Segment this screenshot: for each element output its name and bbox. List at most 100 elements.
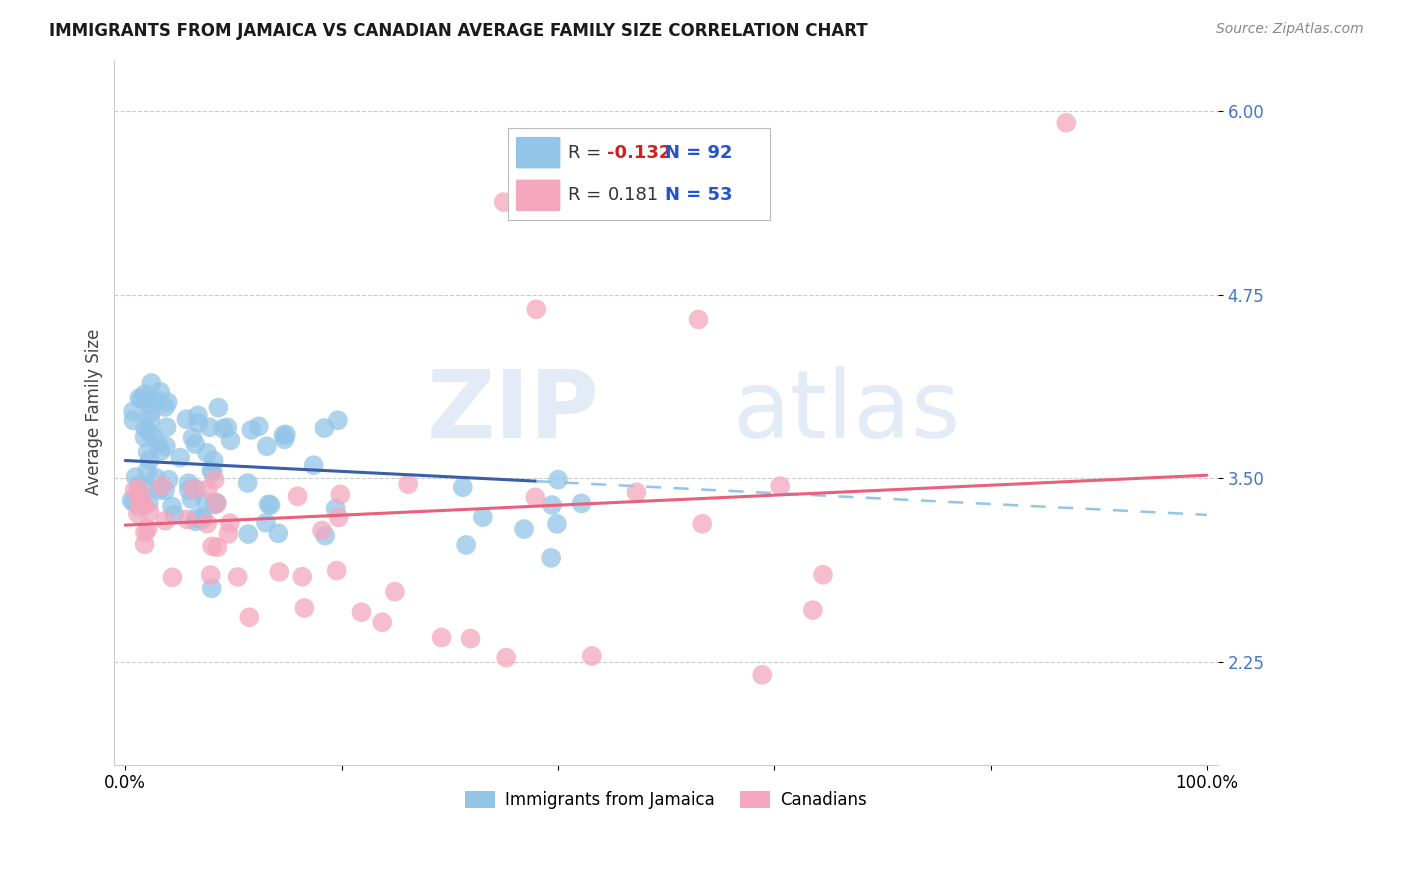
Point — [186, 482, 208, 496]
Text: 0.181: 0.181 — [607, 186, 658, 204]
Text: Source: ZipAtlas.com: Source: ZipAtlas.com — [1216, 22, 1364, 37]
Point — [155, 514, 177, 528]
Point — [202, 453, 225, 467]
Text: IMMIGRANTS FROM JAMAICA VS CANADIAN AVERAGE FAMILY SIZE CORRELATION CHART: IMMIGRANTS FROM JAMAICA VS CANADIAN AVER… — [49, 22, 868, 40]
Point — [124, 470, 146, 484]
Point — [207, 401, 229, 415]
Point — [134, 387, 156, 401]
Point — [205, 496, 228, 510]
Point — [546, 516, 568, 531]
Point — [212, 421, 235, 435]
Point — [128, 391, 150, 405]
Point — [291, 569, 314, 583]
Point — [217, 420, 239, 434]
Point — [238, 527, 260, 541]
Point — [129, 491, 152, 506]
Point — [131, 392, 153, 406]
Point — [287, 489, 309, 503]
Point — [157, 473, 180, 487]
Point — [191, 512, 214, 526]
Point — [294, 601, 316, 615]
Point — [811, 567, 834, 582]
Point — [132, 499, 155, 513]
Point — [142, 429, 165, 443]
Point — [217, 527, 239, 541]
Point — [329, 487, 352, 501]
Point — [226, 570, 249, 584]
Point — [150, 479, 173, 493]
Point — [148, 483, 170, 497]
Point — [350, 605, 373, 619]
Point — [314, 421, 336, 435]
Text: N = 92: N = 92 — [665, 144, 733, 161]
Point — [153, 400, 176, 414]
Point — [176, 412, 198, 426]
Point — [155, 439, 177, 453]
Point — [197, 482, 219, 496]
Point — [451, 480, 474, 494]
Point — [187, 416, 209, 430]
Point — [396, 477, 419, 491]
Point — [238, 610, 260, 624]
FancyBboxPatch shape — [516, 179, 561, 211]
Point — [240, 423, 263, 437]
Text: -0.132: -0.132 — [607, 144, 672, 161]
Point — [127, 478, 149, 492]
Point — [328, 510, 350, 524]
Point — [163, 508, 186, 522]
Point — [195, 516, 218, 531]
Text: R =: R = — [568, 186, 613, 204]
Point — [769, 479, 792, 493]
Point — [176, 512, 198, 526]
Point — [688, 312, 710, 326]
Point — [191, 510, 214, 524]
Point — [150, 444, 173, 458]
Point — [134, 430, 156, 444]
Point — [195, 446, 218, 460]
Point — [138, 453, 160, 467]
Point — [311, 524, 333, 538]
Point — [384, 584, 406, 599]
Point — [127, 507, 149, 521]
Point — [513, 522, 536, 536]
Point — [541, 498, 564, 512]
Text: R =: R = — [568, 144, 607, 161]
Point — [460, 632, 482, 646]
Point — [121, 493, 143, 508]
Y-axis label: Average Family Size: Average Family Size — [86, 329, 103, 495]
Point — [180, 491, 202, 506]
Point — [524, 491, 547, 505]
Point — [273, 428, 295, 442]
Point — [690, 516, 713, 531]
Point — [122, 495, 145, 509]
Text: atlas: atlas — [733, 366, 960, 458]
Point — [122, 404, 145, 418]
Text: N = 53: N = 53 — [665, 186, 733, 204]
Point — [128, 500, 150, 514]
Point — [430, 631, 453, 645]
Point — [145, 393, 167, 408]
Point — [247, 419, 270, 434]
Point — [204, 473, 226, 487]
Point — [138, 505, 160, 519]
Point — [128, 497, 150, 511]
Point — [124, 483, 146, 498]
Point — [581, 648, 603, 663]
Point — [145, 471, 167, 485]
Point — [162, 570, 184, 584]
Point — [219, 434, 242, 448]
Point — [169, 450, 191, 465]
Point — [256, 439, 278, 453]
Point — [184, 437, 207, 451]
Point — [136, 445, 159, 459]
Point — [201, 539, 224, 553]
Point — [325, 501, 347, 516]
Point — [326, 413, 349, 427]
Point — [801, 603, 824, 617]
Point — [259, 498, 281, 512]
Point — [547, 473, 569, 487]
Point — [254, 516, 277, 530]
Text: ZIP: ZIP — [427, 366, 600, 458]
Point — [207, 540, 229, 554]
Point — [138, 425, 160, 439]
